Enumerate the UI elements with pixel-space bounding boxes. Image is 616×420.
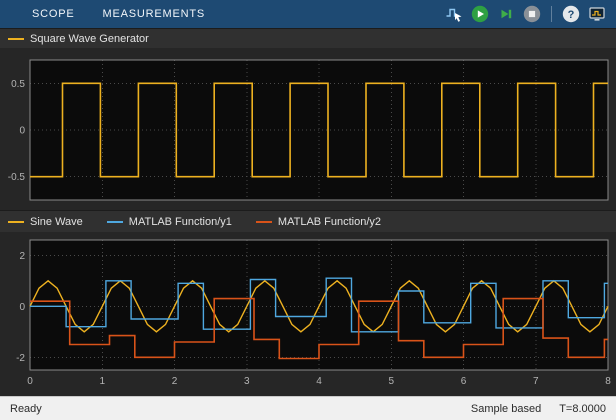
toolbar-buttons: ? <box>443 3 608 25</box>
svg-text:2: 2 <box>19 251 25 262</box>
step-forward-icon[interactable] <box>495 3 517 25</box>
help-icon[interactable]: ? <box>560 3 582 25</box>
svg-text:0: 0 <box>27 376 33 387</box>
status-bar: Ready Sample based T=8.0000 <box>0 396 616 420</box>
highlight-simulink-block-glyph <box>446 8 462 22</box>
legend-item-matlab-function-y1[interactable]: MATLAB Function/y1 <box>106 215 232 228</box>
svg-text:0.5: 0.5 <box>11 79 25 90</box>
svg-text:0: 0 <box>19 126 25 137</box>
svg-text:7: 7 <box>533 376 539 387</box>
status-sample-mode: Sample based <box>470 402 542 415</box>
svg-text:?: ? <box>568 9 575 21</box>
tab-measurements[interactable]: MEASUREMENTS <box>102 8 206 20</box>
svg-text:8: 8 <box>605 376 611 387</box>
run-icon[interactable] <box>469 3 491 25</box>
legend-item-square-wave-generator[interactable]: Square Wave Generator <box>8 33 149 45</box>
legend-line-sample <box>8 220 24 223</box>
legend-lower: Sine Wave MATLAB Function/y1 MATLAB Func… <box>0 210 616 232</box>
stop-glyph <box>523 5 541 23</box>
svg-text:6: 6 <box>461 376 467 387</box>
svg-text:1: 1 <box>99 376 105 387</box>
svg-text:0: 0 <box>19 302 25 313</box>
legend-upper: Square Wave Generator <box>0 28 616 48</box>
legend-item-sine-wave[interactable]: Sine Wave <box>8 216 83 228</box>
legend-line-sample <box>106 220 123 223</box>
legend-item-matlab-function-y2[interactable]: MATLAB Function/y2 <box>255 215 382 228</box>
scope-window-icon[interactable] <box>586 3 608 25</box>
stop-icon[interactable] <box>521 3 543 25</box>
toolbar-separator <box>551 6 552 22</box>
legend-label: Square Wave Generator <box>30 32 149 45</box>
svg-text:2: 2 <box>172 376 178 387</box>
highlight-simulink-block-icon[interactable] <box>443 3 465 25</box>
toolbar: SCOPE MEASUREMENTS <box>0 0 616 28</box>
help-glyph: ? <box>562 5 580 23</box>
scope-window-glyph <box>589 7 605 21</box>
scope-display-lower[interactable]: 2 0 -2 0 1 2 3 4 5 6 7 8 <box>0 232 616 396</box>
legend-label: Sine Wave <box>30 215 83 228</box>
svg-text:-2: -2 <box>16 353 25 364</box>
svg-text:5: 5 <box>388 376 394 387</box>
tab-scope[interactable]: SCOPE <box>32 8 75 20</box>
status-time: T=8.0000 <box>559 402 606 415</box>
scope-display-upper[interactable]: 0.5 0 -0.5 <box>0 48 616 210</box>
legend-label: MATLAB Function/y2 <box>277 215 382 228</box>
toolstrip-tabs: SCOPE MEASUREMENTS <box>8 0 205 28</box>
run-glyph <box>471 5 489 23</box>
step-forward-glyph <box>501 9 512 19</box>
legend-line-sample <box>8 37 24 40</box>
legend-line-sample <box>255 220 272 223</box>
legend-label: MATLAB Function/y1 <box>128 215 232 228</box>
status-right-group: Sample based T=8.0000 <box>471 403 606 415</box>
status-ready: Ready <box>10 402 42 415</box>
svg-text:4: 4 <box>316 376 322 387</box>
svg-text:-0.5: -0.5 <box>8 172 26 183</box>
svg-text:3: 3 <box>244 376 250 387</box>
